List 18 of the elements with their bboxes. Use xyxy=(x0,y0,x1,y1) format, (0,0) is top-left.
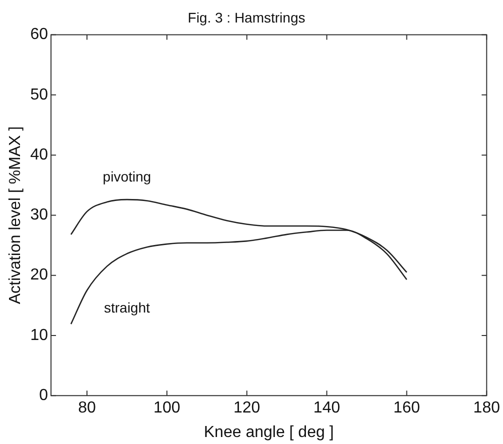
x-axis-title: Knee angle [ deg ] xyxy=(204,424,334,441)
y-axis-title: Activation level [ %MAX ] xyxy=(7,126,24,304)
x-tick-label: 100 xyxy=(154,400,180,417)
chart-title: Fig. 3 : Hamstrings xyxy=(188,9,306,26)
x-tick-label: 140 xyxy=(313,400,340,417)
y-tick-label: 0 xyxy=(39,387,48,404)
x-tick-label: 120 xyxy=(233,400,260,417)
y-tick-label: 20 xyxy=(30,266,48,284)
y-tick-label: 30 xyxy=(30,206,48,224)
x-tick-label: 80 xyxy=(78,400,96,417)
x-tick-label: 180 xyxy=(473,400,500,417)
y-tick-label: 60 xyxy=(30,26,48,44)
y-tick-label: 40 xyxy=(30,146,48,164)
y-tick-label: 50 xyxy=(30,86,48,104)
x-tick-label: 160 xyxy=(393,400,420,417)
series-label: pivoting xyxy=(102,168,152,184)
y-tick-label: 10 xyxy=(30,326,48,344)
series-label: straight xyxy=(104,300,150,316)
